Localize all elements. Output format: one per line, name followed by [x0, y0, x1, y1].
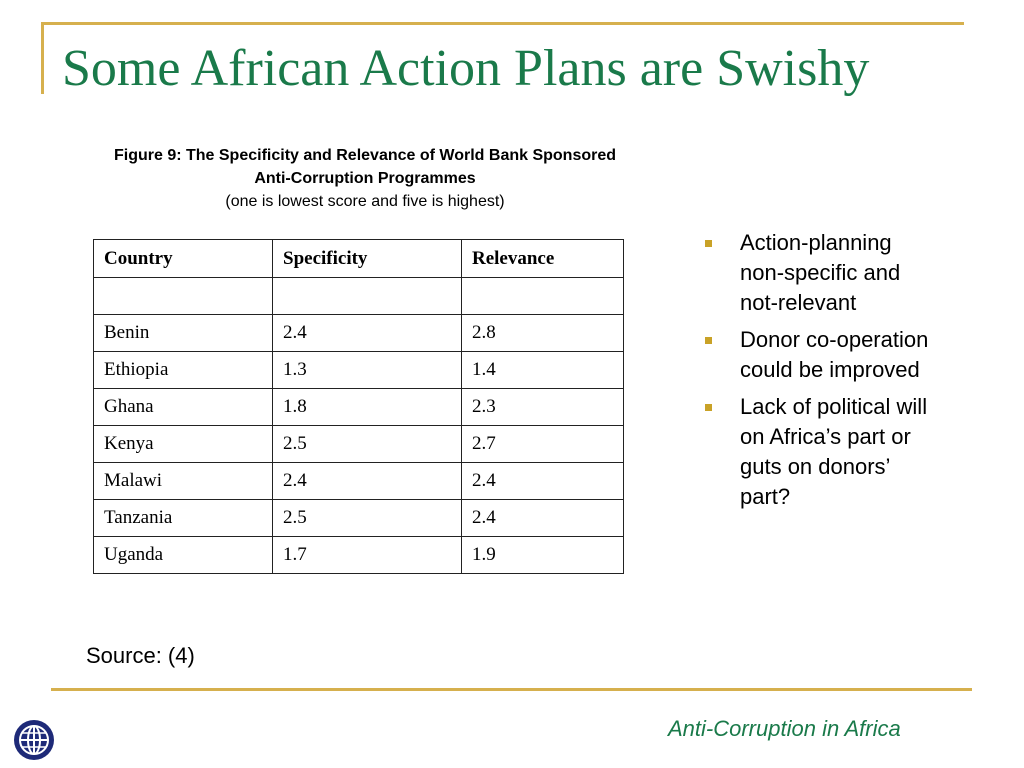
cell-country: Benin	[93, 314, 273, 352]
cell-relevance	[461, 277, 624, 315]
table-row: Uganda 1.7 1.9	[93, 536, 624, 574]
square-bullet-icon	[705, 404, 712, 411]
table-row: Ethiopia 1.3 1.4	[93, 351, 624, 389]
table-row: Ghana 1.8 2.3	[93, 388, 624, 426]
cell-relevance: 2.3	[461, 388, 624, 426]
bullet-text: Action-planning non-specific and not-rel…	[740, 230, 901, 315]
table-row	[93, 277, 624, 315]
caption-line-3: (one is lowest score and five is highest…	[225, 193, 505, 210]
globe-logo-icon	[14, 720, 54, 760]
cell-specificity	[272, 277, 462, 315]
cell-relevance: 2.4	[461, 499, 624, 537]
cell-country	[93, 277, 273, 315]
cell-relevance: 2.4	[461, 462, 624, 500]
cell-country: Ghana	[93, 388, 273, 426]
bullet-text: Donor co-operation could be improved	[740, 327, 929, 382]
bullet-item: Donor co-operation could be improved	[700, 325, 940, 385]
table-header-row: Country Specificity Relevance	[93, 239, 624, 278]
cell-country: Malawi	[93, 462, 273, 500]
header-country: Country	[93, 239, 273, 278]
slide-title: Some African Action Plans are Swishy	[62, 40, 870, 97]
bullet-list: Action-planning non-specific and not-rel…	[700, 228, 940, 519]
bullet-item: Lack of political will on Africa’s part …	[700, 392, 940, 512]
cell-country: Ethiopia	[93, 351, 273, 389]
footer-rule	[51, 688, 972, 691]
caption-line-2: Anti-Corruption Programmes	[254, 170, 476, 187]
bullet-item: Action-planning non-specific and not-rel…	[700, 228, 940, 318]
cell-relevance: 1.4	[461, 351, 624, 389]
table-row: Malawi 2.4 2.4	[93, 462, 624, 500]
cell-country: Kenya	[93, 425, 273, 463]
cell-specificity: 1.7	[272, 536, 462, 574]
table-row: Benin 2.4 2.8	[93, 314, 624, 352]
square-bullet-icon	[705, 240, 712, 247]
square-bullet-icon	[705, 337, 712, 344]
cell-country: Tanzania	[93, 499, 273, 537]
cell-specificity: 2.4	[272, 314, 462, 352]
cell-specificity: 1.3	[272, 351, 462, 389]
footer-text: Anti-Corruption in Africa	[668, 716, 901, 741]
table-row: Tanzania 2.5 2.4	[93, 499, 624, 537]
title-frame-vertical	[41, 22, 44, 94]
cell-relevance: 2.8	[461, 314, 624, 352]
cell-specificity: 2.5	[272, 425, 462, 463]
table-row: Kenya 2.5 2.7	[93, 425, 624, 463]
cell-relevance: 1.9	[461, 536, 624, 574]
cell-specificity: 1.8	[272, 388, 462, 426]
header-relevance: Relevance	[461, 239, 624, 278]
cell-specificity: 2.4	[272, 462, 462, 500]
bullet-text: Lack of political will on Africa’s part …	[740, 394, 928, 509]
header-specificity: Specificity	[272, 239, 462, 278]
cell-relevance: 2.7	[461, 425, 624, 463]
title-frame-horizontal	[41, 22, 964, 25]
cell-specificity: 2.5	[272, 499, 462, 537]
source-note: Source: (4)	[86, 643, 195, 668]
figure-caption: Figure 9: The Specificity and Relevance …	[40, 144, 690, 213]
cell-country: Uganda	[93, 536, 273, 574]
caption-line-1: Figure 9: The Specificity and Relevance …	[113, 147, 617, 164]
scores-table: Country Specificity Relevance Benin 2.4 …	[93, 239, 624, 574]
